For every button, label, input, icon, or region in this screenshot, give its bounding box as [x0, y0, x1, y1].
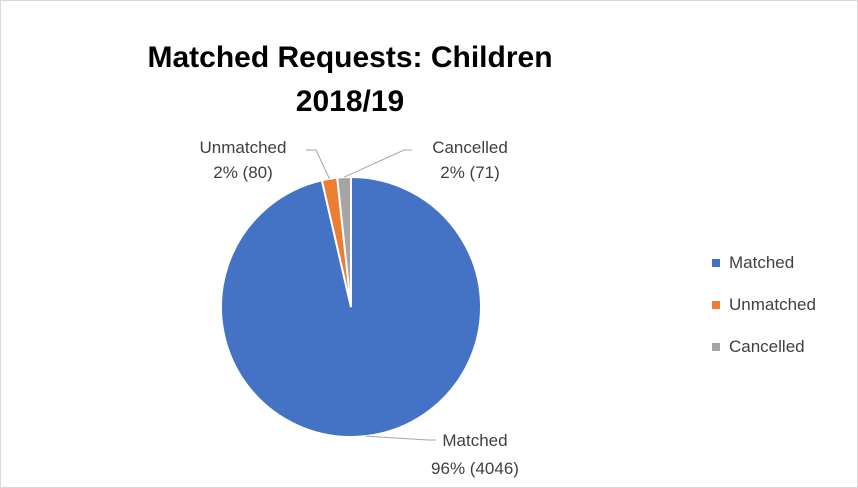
legend-label-unmatched: Unmatched [729, 295, 816, 314]
legend-swatch-unmatched [712, 301, 720, 309]
legend-swatch-cancelled [712, 343, 720, 351]
chart-title-line2: 2018/19 [295, 85, 405, 118]
legend-item-matched: Matched [712, 248, 852, 278]
data-label-unmatched: Unmatched 2% (80) [200, 138, 287, 182]
legend: Matched Unmatched Cancelled [712, 248, 852, 374]
pie-slices [220, 175, 482, 438]
legend-label-cancelled: Cancelled [729, 337, 805, 356]
leader-line-cancelled [343, 149, 412, 178]
data-label-cancelled-name: Cancelled [432, 138, 508, 157]
data-label-matched: Matched 96% (4046) [431, 431, 519, 478]
pie-slice-cancelled [336, 175, 352, 308]
leader-line-matched [365, 435, 436, 441]
data-label-cancelled: Cancelled 2% (71) [432, 138, 508, 182]
legend-item-unmatched: Unmatched [712, 290, 852, 320]
legend-swatch-matched [712, 259, 720, 267]
leader-lines [306, 149, 436, 441]
data-label-matched-name: Matched [442, 431, 507, 450]
chart-title: Matched Requests: Children 2018/19 [90, 36, 610, 124]
data-label-unmatched-value: 2% (80) [213, 163, 273, 182]
leader-line-unmatched [306, 149, 330, 180]
data-label-matched-value: 96% (4046) [431, 459, 519, 478]
chart-title-line1: Matched Requests: Children [147, 41, 553, 74]
data-label-cancelled-value: 2% (71) [440, 163, 500, 182]
legend-label-matched: Matched [729, 253, 795, 272]
data-label-unmatched-name: Unmatched [200, 138, 287, 157]
legend-item-cancelled: Cancelled [712, 332, 852, 362]
